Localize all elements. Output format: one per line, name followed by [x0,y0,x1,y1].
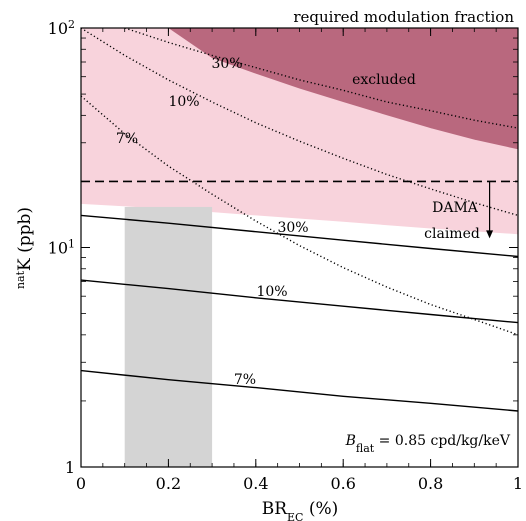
x-axis-label: BREC (%) [262,499,339,521]
series-line-dotted-30pct [124,28,518,129]
y-tick-label: 102 [48,18,75,39]
series-line-solid-10pct [81,279,518,324]
label-solid-30: 30% [277,220,308,236]
y-tick-label-sup: 2 [68,18,75,31]
x-tick-label: 0.4 [243,474,268,493]
bflat-symbol: B [345,433,356,449]
gray-band [124,206,213,467]
series-line-solid-30pct [81,214,518,258]
y-tick-label-sup: 1 [68,237,75,250]
excluded-label: excluded [352,72,416,88]
excluded-region [168,28,518,150]
series-labels: 30% 10% 7% 30% 10% 7% [116,56,309,388]
label-dotted-30: 30% [211,56,242,72]
bflat-sub: flat [356,442,375,455]
label-dotted-10: 10% [168,94,199,110]
x-tick-label: 0.8 [418,474,443,493]
bflat-value: = 0.85 cpd/kg/keV [374,433,511,449]
label-solid-7: 7% [234,372,256,388]
y-axis-label: natK (ppb) [14,207,36,289]
y-tick-label: 101 [48,237,75,258]
series-line-solid-7pct [81,369,518,412]
bflat-annotation: Bflat = 0.85 cpd/kg/keV [345,433,511,455]
chart-title: required modulation fraction [293,8,514,26]
series-layer [81,28,518,412]
label-solid-10: 10% [256,284,287,300]
x-axis-label-main: BR [262,499,288,519]
label-dotted-7: 7% [116,131,138,147]
x-tick-label: 0.2 [156,474,181,493]
x-tick-label: 0 [76,474,86,493]
dama-arrow-head [486,230,494,239]
y-axis-label-sup: nat [14,270,27,289]
dama-label-line1: DAMA [432,200,479,216]
dama-label-line2: claimed [424,226,480,242]
x-tick-label: 1 [513,474,523,493]
x-tick-label: 0.6 [330,474,355,493]
x-axis-label-sub: EC [287,511,303,521]
y-tick-label: 1 [65,458,75,477]
plot-area [81,28,518,467]
y-axis-label-main: K (ppb) [15,207,35,271]
x-axis-label-unit: (%) [303,499,338,519]
